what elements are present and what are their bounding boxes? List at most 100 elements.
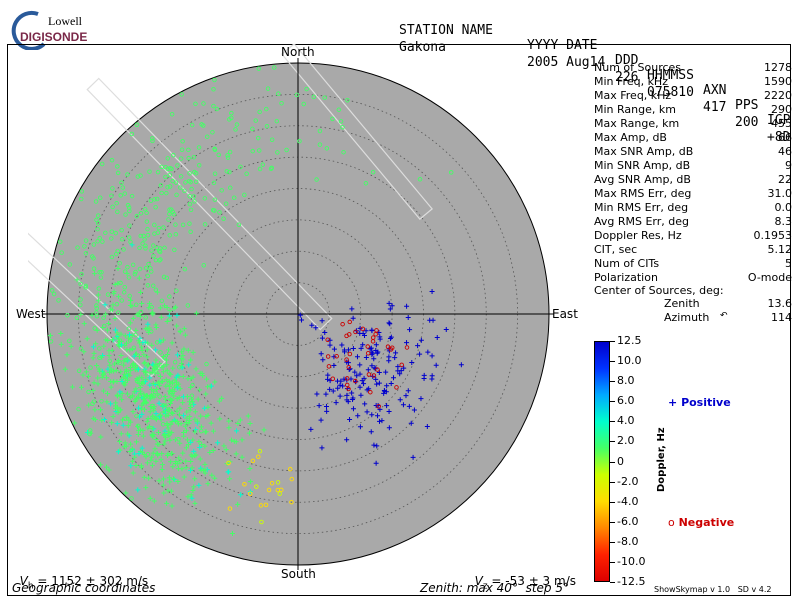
source-point-plus (205, 384, 211, 390)
source-point-plus (175, 479, 181, 485)
source-point-plus (182, 423, 188, 429)
source-point-circle (153, 287, 159, 293)
source-point-plus (179, 466, 185, 472)
source-point-circle (83, 251, 89, 256)
source-point-plus (136, 405, 142, 411)
stat-label: Min Freq, kHz (594, 75, 668, 88)
source-point-plus (123, 490, 129, 496)
source-point-plus (171, 388, 177, 394)
colorbar-tick-label: -6.0 (617, 514, 639, 528)
stat-label: Avg SNR Amp, dB (594, 173, 691, 186)
source-point-plus (223, 447, 229, 453)
source-point-plus (368, 345, 374, 351)
source-point-circle (88, 365, 93, 370)
source-point-plus (136, 275, 142, 281)
source-point-plus (163, 383, 169, 389)
source-point-plus (327, 386, 333, 392)
source-point-plus (147, 370, 153, 376)
source-point-circle (141, 233, 146, 239)
source-point-plus (247, 465, 253, 471)
source-point-plus (129, 303, 135, 309)
source-point-circle (158, 350, 163, 355)
legend-negative: o Negative (668, 516, 734, 529)
source-point-circle (97, 195, 103, 200)
source-point-plus (192, 429, 198, 435)
stat-value: 5 (785, 257, 792, 270)
source-point-circle (192, 199, 197, 204)
source-point-circle (376, 404, 381, 409)
source-point-circle (177, 364, 182, 370)
colorbar-title: Doppler, Hz (656, 427, 667, 492)
source-point-plus (143, 326, 149, 332)
stat-label: Max SNR Amp, dB (594, 145, 694, 158)
source-point-plus (144, 354, 150, 360)
source-point-circle (65, 313, 70, 318)
source-point-plus (184, 428, 190, 434)
source-point-circle (244, 171, 249, 176)
source-point-plus (165, 451, 171, 457)
source-point-plus (190, 349, 196, 355)
source-point-circle (178, 174, 184, 179)
source-point-plus (318, 417, 324, 423)
source-point-plus (136, 451, 142, 457)
source-point-plus (405, 388, 411, 394)
source-point-plus (135, 366, 141, 372)
north-label: North (281, 45, 315, 59)
stat-value: 455 (771, 117, 792, 130)
source-point-circle (212, 171, 218, 177)
source-point-plus (370, 350, 376, 356)
source-point-circle (117, 360, 123, 365)
source-point-plus (142, 369, 148, 375)
source-point-plus (158, 456, 164, 462)
source-point-plus (149, 462, 155, 468)
source-point-plus (357, 330, 363, 336)
colorbar-tick-label: 10.0 (617, 354, 642, 368)
source-point-circle (76, 368, 82, 374)
source-point-circle (210, 129, 215, 135)
source-point-plus (156, 400, 162, 406)
source-point-circle (117, 260, 122, 266)
source-point-circle (248, 491, 253, 497)
source-point-plus (154, 441, 160, 447)
source-point-plus (129, 458, 135, 464)
stat-label: Max Range, km (594, 117, 680, 130)
source-point-plus (142, 339, 148, 345)
source-point-circle (341, 149, 346, 155)
source-point-plus (132, 454, 138, 460)
source-point-plus (181, 346, 187, 352)
source-point-circle (119, 227, 124, 233)
source-point-plus (74, 277, 80, 283)
source-point-plus (133, 386, 139, 392)
source-point-plus (209, 472, 215, 478)
source-point-circle (256, 148, 262, 153)
source-point-plus (158, 373, 164, 379)
source-point-plus (175, 461, 181, 467)
header-values: Gakona 2005 Aug14 226 075810 417 200 +8D (399, 25, 790, 145)
source-point-plus (139, 445, 145, 451)
source-point-circle (202, 222, 208, 227)
stat-row: Max Amp, dB 66 (594, 131, 792, 145)
source-point-plus (170, 464, 176, 470)
source-point-plus (121, 362, 127, 368)
source-point-plus (309, 322, 315, 328)
vh-subscript: h (27, 581, 34, 592)
source-point-circle (192, 169, 197, 175)
source-point-plus (192, 409, 198, 415)
source-point-plus (323, 403, 329, 409)
source-point-plus (384, 383, 390, 389)
source-point-plus (104, 399, 110, 405)
source-point-plus (417, 351, 423, 357)
source-point-plus (166, 388, 172, 394)
source-point-plus (124, 391, 130, 397)
source-point-plus (167, 308, 173, 314)
colorbar-tick-label: -10.0 (617, 554, 646, 568)
source-point-plus (421, 372, 427, 378)
source-point-plus (373, 348, 379, 354)
stat-row: Avg RMS Err, deg 8.3 (594, 215, 792, 229)
source-point-circle (180, 222, 186, 228)
source-point-plus (112, 316, 118, 322)
source-point-plus (371, 442, 377, 448)
source-point-plus (197, 456, 203, 462)
colorbar-tick-mark (610, 361, 615, 363)
source-point-plus (344, 359, 350, 365)
